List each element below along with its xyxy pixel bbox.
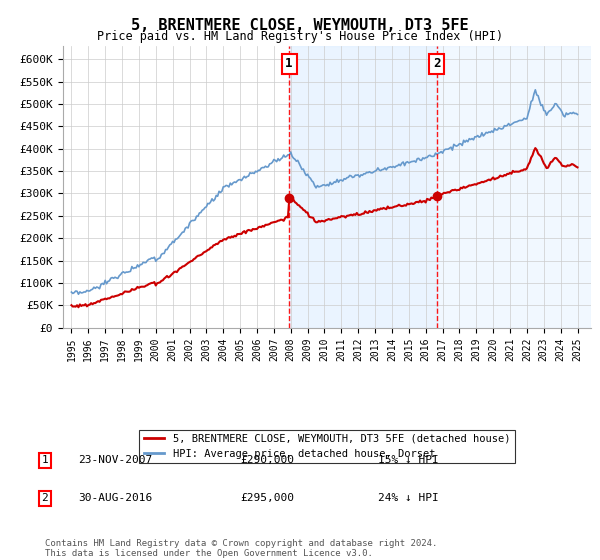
Text: 24% ↓ HPI: 24% ↓ HPI: [378, 493, 439, 503]
Text: 15% ↓ HPI: 15% ↓ HPI: [378, 455, 439, 465]
Text: 1: 1: [285, 57, 293, 71]
Text: 1: 1: [41, 455, 49, 465]
Text: 2: 2: [41, 493, 49, 503]
Text: Contains HM Land Registry data © Crown copyright and database right 2024.
This d: Contains HM Land Registry data © Crown c…: [45, 539, 437, 558]
Text: 23-NOV-2007: 23-NOV-2007: [78, 455, 152, 465]
Text: £295,000: £295,000: [240, 493, 294, 503]
Bar: [437, 46, 591, 328]
Text: Price paid vs. HM Land Registry's House Price Index (HPI): Price paid vs. HM Land Registry's House …: [97, 30, 503, 43]
Bar: [289, 46, 437, 328]
Text: 2: 2: [433, 57, 441, 71]
Legend: 5, BRENTMERE CLOSE, WEYMOUTH, DT3 5FE (detached house), HPI: Average price, deta: 5, BRENTMERE CLOSE, WEYMOUTH, DT3 5FE (d…: [139, 430, 515, 463]
Text: £290,000: £290,000: [240, 455, 294, 465]
Text: 5, BRENTMERE CLOSE, WEYMOUTH, DT3 5FE: 5, BRENTMERE CLOSE, WEYMOUTH, DT3 5FE: [131, 18, 469, 33]
Text: 30-AUG-2016: 30-AUG-2016: [78, 493, 152, 503]
